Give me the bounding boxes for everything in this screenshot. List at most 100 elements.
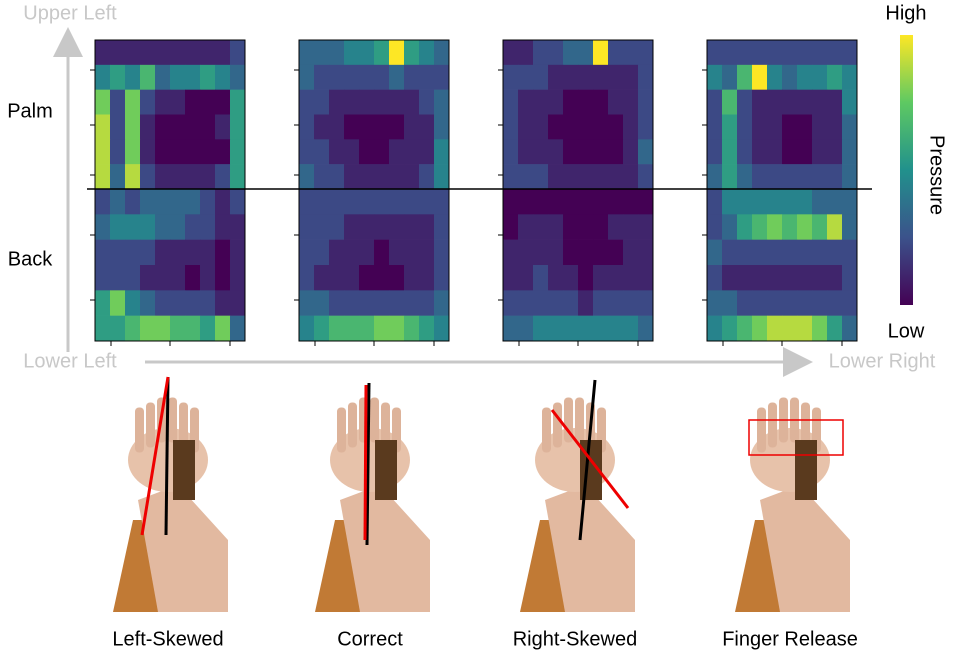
heat-cell bbox=[518, 214, 534, 240]
heat-cell bbox=[329, 40, 345, 66]
heat-cell bbox=[827, 40, 843, 66]
heat-cell bbox=[329, 239, 345, 266]
heat-cell bbox=[797, 214, 813, 240]
colorbar-title: Pressure bbox=[926, 135, 948, 215]
glove bbox=[795, 440, 817, 500]
heat-cell bbox=[782, 89, 798, 115]
heat-cell bbox=[140, 214, 156, 240]
heat-cell bbox=[578, 89, 594, 115]
heat-cell bbox=[533, 189, 549, 215]
heat-cell bbox=[638, 164, 654, 190]
heat-cell bbox=[638, 40, 654, 66]
heat-cell bbox=[230, 290, 246, 316]
heat-cell bbox=[185, 114, 201, 140]
heat-cell bbox=[404, 239, 420, 266]
heat-cell bbox=[374, 290, 390, 316]
heat-cell bbox=[314, 315, 330, 342]
heat-cell bbox=[344, 239, 360, 266]
heat-cell bbox=[314, 239, 330, 266]
heat-cell bbox=[707, 40, 723, 66]
heat-cell bbox=[110, 40, 126, 66]
finger bbox=[381, 402, 390, 448]
heat-cell bbox=[827, 315, 843, 342]
heat-cell bbox=[404, 40, 420, 66]
heat-cell bbox=[419, 40, 435, 66]
heat-cell bbox=[782, 315, 798, 342]
heat-cell bbox=[185, 189, 201, 215]
heat-cell bbox=[329, 214, 345, 240]
heat-cell bbox=[155, 265, 171, 291]
heat-cell bbox=[95, 64, 111, 90]
heat-cell bbox=[125, 164, 141, 190]
heat-cell bbox=[185, 139, 201, 165]
heat-cell bbox=[548, 265, 564, 291]
heat-cell bbox=[170, 89, 186, 115]
heat-cell bbox=[374, 189, 390, 215]
heat-cell bbox=[623, 89, 639, 115]
heat-cell bbox=[125, 290, 141, 316]
heat-cell bbox=[359, 89, 375, 115]
heat-cell bbox=[374, 64, 390, 90]
heat-cell bbox=[737, 114, 753, 140]
heat-cell bbox=[827, 139, 843, 165]
caption: Correct bbox=[337, 628, 403, 650]
heat-cell bbox=[200, 114, 216, 140]
heat-cell bbox=[842, 239, 858, 266]
heat-cell bbox=[170, 214, 186, 240]
heat-cell bbox=[812, 164, 828, 190]
heat-cell bbox=[842, 40, 858, 66]
heat-cell bbox=[737, 139, 753, 165]
heat-cell bbox=[548, 64, 564, 90]
finger bbox=[757, 407, 766, 453]
heat-cell bbox=[782, 139, 798, 165]
heat-cell bbox=[737, 40, 753, 66]
heat-cell bbox=[752, 214, 768, 240]
heat-cell bbox=[419, 265, 435, 291]
heat-cell bbox=[125, 189, 141, 215]
heat-cell bbox=[389, 139, 405, 165]
heat-cell bbox=[170, 40, 186, 66]
heat-cell bbox=[170, 290, 186, 316]
heat-cell bbox=[578, 114, 594, 140]
finger bbox=[146, 402, 155, 448]
heat-cell bbox=[578, 265, 594, 291]
heat-cell bbox=[434, 315, 450, 342]
heat-cell bbox=[230, 164, 246, 190]
heat-cell bbox=[722, 265, 738, 291]
heat-cell bbox=[827, 239, 843, 266]
heat-cell bbox=[140, 315, 156, 342]
heat-cell bbox=[503, 89, 519, 115]
heat-cell bbox=[767, 239, 783, 266]
heat-cell bbox=[638, 189, 654, 215]
heat-cell bbox=[767, 64, 783, 90]
heat-cell bbox=[737, 89, 753, 115]
heat-cell bbox=[434, 265, 450, 291]
heat-cell bbox=[722, 139, 738, 165]
heat-cell bbox=[434, 64, 450, 90]
heat-cell bbox=[434, 214, 450, 240]
heat-cell bbox=[140, 139, 156, 165]
heat-cell bbox=[95, 214, 111, 240]
heat-cell bbox=[95, 89, 111, 115]
heat-cell bbox=[299, 40, 315, 66]
heat-cell bbox=[419, 64, 435, 90]
heat-cell bbox=[344, 265, 360, 291]
heat-cell bbox=[737, 189, 753, 215]
heat-cell bbox=[782, 40, 798, 66]
heat-cell bbox=[200, 214, 216, 240]
heat-cell bbox=[155, 40, 171, 66]
heat-cell bbox=[503, 40, 519, 66]
heat-cell bbox=[812, 315, 828, 342]
back-label: Back bbox=[8, 248, 53, 270]
alignment-line bbox=[365, 382, 371, 546]
heat-cell bbox=[503, 189, 519, 215]
heat-cell bbox=[548, 214, 564, 240]
heat-cell bbox=[812, 239, 828, 266]
heat-cell bbox=[638, 265, 654, 291]
finger bbox=[370, 397, 379, 443]
heat-cell bbox=[608, 290, 624, 316]
heat-cell bbox=[812, 265, 828, 291]
heat-cell bbox=[638, 64, 654, 90]
heat-cell bbox=[578, 64, 594, 90]
heat-cell bbox=[608, 139, 624, 165]
